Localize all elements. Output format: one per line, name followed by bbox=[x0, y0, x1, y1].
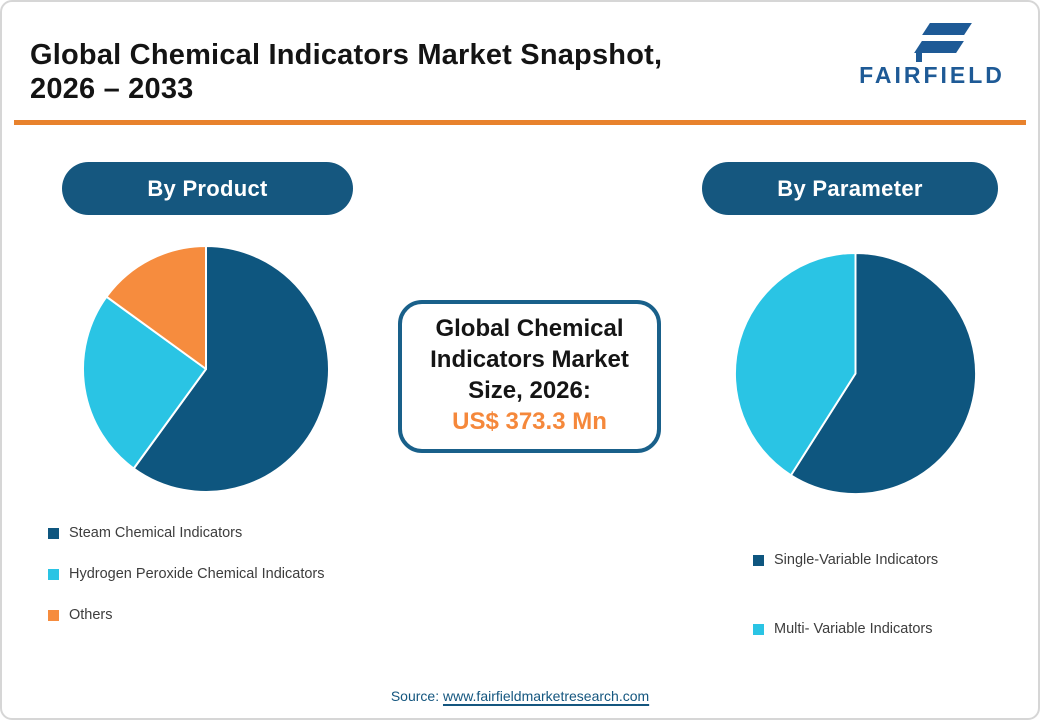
by-product-legend: Steam Chemical Indicators Hydrogen Perox… bbox=[48, 522, 325, 645]
legend-label-steam: Steam Chemical Indicators bbox=[69, 525, 243, 541]
source-line: Source: www.fairfieldmarketresearch.com bbox=[2, 688, 1038, 704]
callout-line1: Global Chemical bbox=[435, 315, 624, 342]
by-parameter-badge[interactable]: By Parameter bbox=[702, 162, 998, 215]
legend-item-others: Others bbox=[48, 604, 325, 626]
legend-item-hydrogen-peroxide: Hydrogen Peroxide Chemical Indicators bbox=[48, 563, 325, 585]
legend-label-others: Others bbox=[69, 607, 113, 623]
legend-item-single-variable: Single-Variable Indicators bbox=[753, 549, 938, 571]
page-title: Global Chemical Indicators Market Snapsh… bbox=[30, 38, 662, 106]
fairfield-logo-icon bbox=[842, 14, 1022, 62]
page-title-line2: 2026 – 2033 bbox=[30, 73, 194, 105]
market-size-value: US$ 373.3 Mn bbox=[452, 408, 607, 435]
legend-item-multi-variable: Multi- Variable Indicators bbox=[753, 618, 938, 640]
legend-marker-multi-variable bbox=[753, 623, 764, 635]
page-title-line1: Global Chemical Indicators Market Snapsh… bbox=[30, 39, 663, 71]
legend-label-hydrogen-peroxide: Hydrogen Peroxide Chemical Indicators bbox=[69, 566, 325, 582]
legend-item-steam: Steam Chemical Indicators bbox=[48, 522, 325, 544]
legend-marker-steam bbox=[48, 527, 59, 539]
logo-bar-bottom bbox=[914, 41, 964, 53]
legend-marker-others bbox=[48, 609, 59, 621]
by-parameter-legend: Single-Variable Indicators Multi- Variab… bbox=[753, 549, 938, 687]
source-label: Source: bbox=[390, 688, 443, 704]
logo-bar-top bbox=[922, 23, 972, 35]
callout-line3: Size, 2026: bbox=[468, 377, 591, 404]
fairfield-logo: FAIRFIELD bbox=[842, 14, 1022, 89]
legend-label-single-variable: Single-Variable Indicators bbox=[774, 552, 939, 568]
market-size-callout: Global Chemical Indicators Market Size, … bbox=[398, 300, 661, 453]
logo-wordmark: FAIRFIELD bbox=[859, 62, 1005, 88]
callout-line2: Indicators Market bbox=[430, 346, 629, 373]
legend-marker-hydrogen-peroxide bbox=[48, 568, 59, 580]
by-product-badge[interactable]: By Product bbox=[62, 162, 353, 215]
legend-marker-single-variable bbox=[753, 554, 764, 566]
orange-divider bbox=[14, 120, 1026, 125]
logo-stem bbox=[916, 53, 922, 62]
legend-label-multi-variable: Multi- Variable Indicators bbox=[774, 621, 933, 637]
source-link[interactable]: www.fairfieldmarketresearch.com bbox=[442, 688, 650, 704]
